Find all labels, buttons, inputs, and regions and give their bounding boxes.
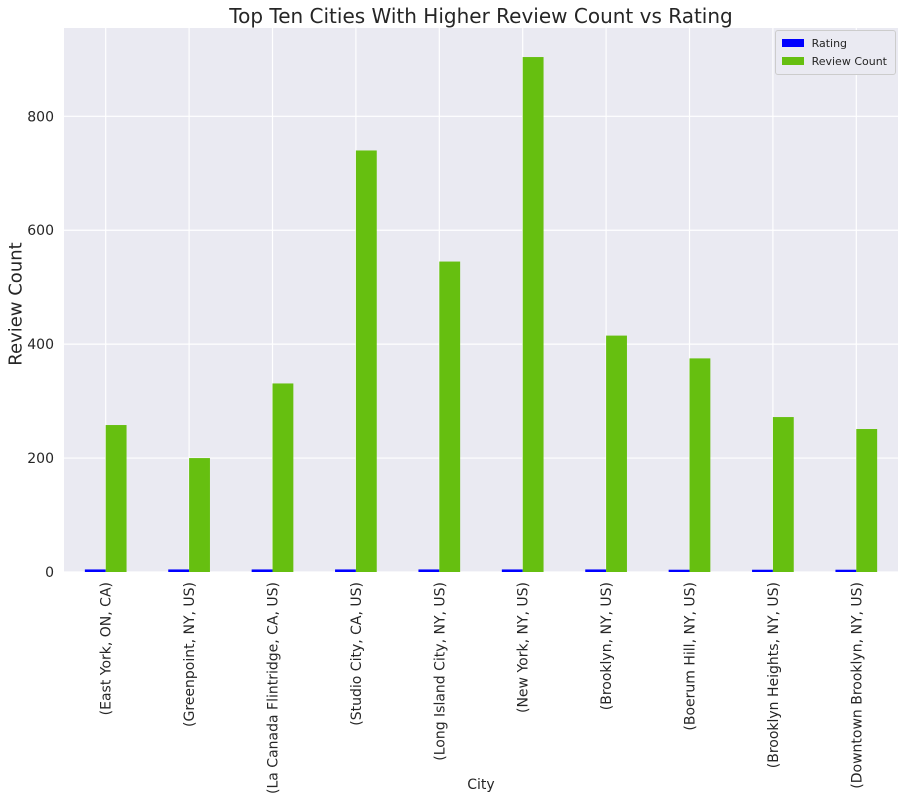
x-tick-label: (Brooklyn Heights, NY, US) [766, 582, 782, 768]
legend-item-review-count: Review Count [781, 52, 887, 70]
x-tick-labels: (East York, ON, CA) (Greenpoint, NY, US) (… [99, 582, 866, 794]
bar-review-count [772, 417, 794, 572]
bar-rating [84, 569, 106, 572]
bar-review-count [355, 150, 377, 573]
bar-review-count [189, 458, 210, 572]
legend: Rating Review Count [774, 30, 896, 75]
x-tick-label: (La Canada Flintridge, CA, US) [266, 582, 282, 794]
y-tick-labels: 0 200 400 600 800 [27, 109, 54, 581]
x-axis-label: City [467, 777, 495, 793]
bar-review-count [439, 261, 461, 572]
y-tick-label: 400 [27, 337, 54, 353]
x-tick-label: (Downtown Brooklyn, NY, US) [849, 582, 865, 789]
bar-rating [668, 569, 690, 572]
legend-label-rating: Rating [811, 36, 848, 50]
bars [84, 57, 878, 573]
bar-review-count [272, 383, 294, 572]
y-axis-label: Review Count [5, 242, 27, 366]
bar-rating [251, 569, 273, 572]
x-tick-label: (Long Island City, NY, US) [432, 582, 448, 761]
bar-rating [501, 569, 523, 572]
x-tick-label: (Studio City, CA, US) [349, 582, 365, 726]
bar-rating [835, 569, 857, 572]
y-tick-label: 0 [45, 565, 54, 581]
bar-rating [168, 569, 190, 572]
legend-swatch-review-count [781, 57, 804, 65]
x-tick-label: (Boerum Hill, NY, US) [683, 582, 699, 731]
bar-review-count [606, 335, 627, 572]
legend-label-review-count: Review Count [811, 54, 887, 68]
y-tick-label: 800 [27, 109, 54, 125]
bar-review-count [522, 57, 544, 572]
bar-review-count [856, 429, 878, 572]
x-tick-label: (New York, NY, US) [516, 582, 532, 713]
bar-rating [752, 569, 773, 572]
legend-swatch-rating [781, 39, 804, 47]
chart-title: Top Ten Cities With Higher Review Count … [229, 4, 733, 28]
legend-item-rating: Rating [781, 34, 887, 52]
x-tick-label: (Greenpoint, NY, US) [182, 582, 198, 727]
x-tick-label: (Brooklyn, NY, US) [599, 582, 615, 710]
bar-review-count [105, 425, 127, 572]
bar-rating [585, 569, 607, 572]
bar-review-count [689, 358, 711, 572]
bar-rating [335, 569, 356, 572]
y-tick-label: 200 [27, 451, 54, 467]
y-tick-label: 600 [27, 223, 54, 239]
bar-rating [418, 569, 440, 572]
x-tick-label: (East York, ON, CA) [99, 582, 115, 715]
